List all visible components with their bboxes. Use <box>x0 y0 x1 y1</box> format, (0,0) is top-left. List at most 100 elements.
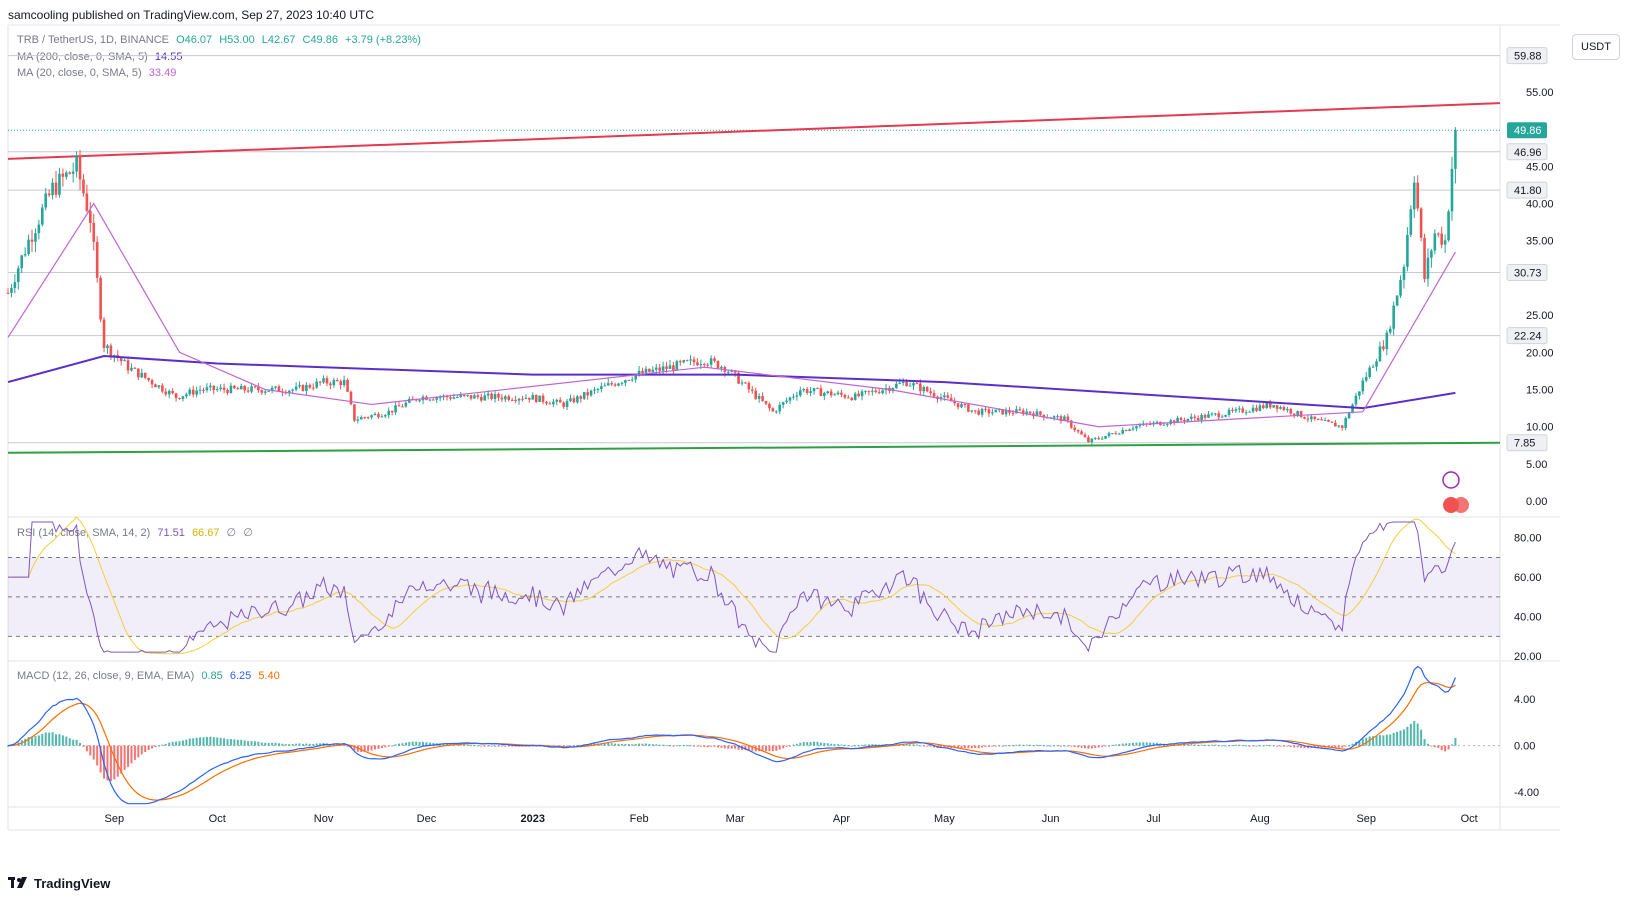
candle-body <box>1296 411 1299 416</box>
macd-signal-line <box>7 681 1456 801</box>
candle-body <box>826 391 830 394</box>
x-axis-tick-label: 2023 <box>521 813 545 825</box>
candle-body <box>524 397 528 399</box>
candle-body <box>1100 438 1104 440</box>
macd-histogram-bar <box>1258 745 1261 747</box>
candle-body <box>1430 250 1433 258</box>
candle-body <box>946 395 950 398</box>
candle-body <box>1214 413 1217 415</box>
macd-histogram-bar <box>44 732 47 746</box>
candle-body <box>977 410 980 415</box>
flag-event-icon[interactable] <box>1453 497 1469 513</box>
candle-body <box>37 224 41 234</box>
macd-histogram-bar <box>970 745 973 749</box>
candle-body <box>716 360 720 369</box>
macd-histogram-bar <box>1231 744 1234 746</box>
macd-histogram-bar <box>113 745 116 780</box>
candle-body <box>95 241 99 278</box>
macd-histogram-bar <box>789 745 792 747</box>
macd-histogram-bar <box>909 744 912 746</box>
candle-body <box>1135 426 1138 429</box>
candle-body <box>119 358 123 362</box>
macd-histogram-bar <box>1011 745 1014 747</box>
candle-body <box>901 382 905 384</box>
macd-histogram-bar <box>1382 735 1385 746</box>
macd-histogram-bar <box>572 745 575 747</box>
macd-histogram-bar <box>89 745 92 756</box>
macd-histogram-bar <box>758 745 761 752</box>
macd-histogram-bar <box>1272 745 1275 747</box>
candle-body <box>318 381 322 383</box>
candle-body <box>1351 404 1354 414</box>
macd-histogram-bar <box>1029 744 1032 746</box>
x-axis-tick-label: Aug <box>1250 813 1270 825</box>
ma20-legend: MA (20, close, 0, SMA, 5) 33.49 <box>17 67 180 79</box>
macd-histogram-bar <box>933 745 936 748</box>
candle-body <box>744 382 747 384</box>
macd-axis-tick-label: -4.00 <box>1514 787 1539 799</box>
ma20-line <box>7 202 1456 428</box>
macd-histogram-bar <box>411 741 414 746</box>
macd-histogram-bar <box>723 745 726 749</box>
macd-histogram-bar <box>171 741 174 746</box>
candle-body <box>682 360 685 363</box>
candle-body <box>1406 234 1409 267</box>
candle-body <box>1131 428 1135 430</box>
macd-histogram-bar <box>1022 744 1025 746</box>
macd-histogram-bar <box>7 745 9 747</box>
support-trend-line[interactable] <box>7 441 1501 454</box>
macd-histogram-bar <box>751 745 754 751</box>
candle-body <box>383 415 387 417</box>
candle-body <box>188 389 192 395</box>
price-level-badge <box>1506 181 1548 199</box>
macd-histogram-bar <box>1046 745 1049 747</box>
macd-histogram-bar <box>984 745 987 747</box>
macd-histogram-bar <box>1080 745 1083 748</box>
x-axis-tick-label: Oct <box>1461 813 1478 825</box>
macd-histogram-bar <box>692 745 695 747</box>
candle-body <box>466 395 469 397</box>
macd-histogram-bar <box>1059 745 1062 747</box>
candle-body <box>1097 438 1101 440</box>
x-axis-tick-label: Sep <box>1356 813 1376 825</box>
candle-body <box>661 366 665 371</box>
macd-histogram-bar <box>768 745 771 752</box>
candle-body <box>603 385 607 387</box>
macd-histogram-bar <box>349 745 352 748</box>
candle-body <box>1176 417 1179 423</box>
macd-histogram-bar <box>1070 745 1073 747</box>
candle-body <box>287 390 291 394</box>
macd-histogram-bar <box>34 736 37 746</box>
candle-body <box>1419 208 1423 238</box>
macd-histogram-bar <box>243 740 246 746</box>
candle-body <box>401 406 404 408</box>
candle-body <box>102 319 106 349</box>
candle-body <box>1320 419 1323 421</box>
macd-histogram-bar <box>219 737 222 746</box>
macd-histogram-bar <box>428 742 431 746</box>
resistance-trend-line[interactable] <box>7 102 1501 160</box>
macd-histogram-bar <box>298 743 301 746</box>
candle-body <box>397 405 401 407</box>
candle-body <box>246 390 250 392</box>
macd-histogram-bar <box>315 743 318 746</box>
candle-body <box>774 411 778 413</box>
candle-body <box>1361 380 1365 392</box>
currency-button[interactable]: USDT <box>1572 34 1620 60</box>
price-level-label: 59.88 <box>1514 51 1542 63</box>
replay-icon[interactable] <box>1442 471 1460 489</box>
macd-histogram-bar <box>672 745 675 747</box>
candle-body <box>980 408 984 415</box>
candle-body <box>1450 168 1454 212</box>
candle-body <box>534 395 538 402</box>
candle-body <box>613 384 617 386</box>
macd-histogram-bar <box>178 741 181 746</box>
macd-histogram-bar <box>730 745 733 749</box>
candle-body <box>562 402 565 407</box>
macd-histogram-bar <box>648 743 651 746</box>
macd-histogram-bar <box>960 745 963 749</box>
tradingview-brand-label: TradingView <box>34 876 111 891</box>
candle-body <box>325 378 329 384</box>
symbol-legend: TRB / TetherUS, 1D, BINANCE O46.07 H53.0… <box>17 34 425 46</box>
